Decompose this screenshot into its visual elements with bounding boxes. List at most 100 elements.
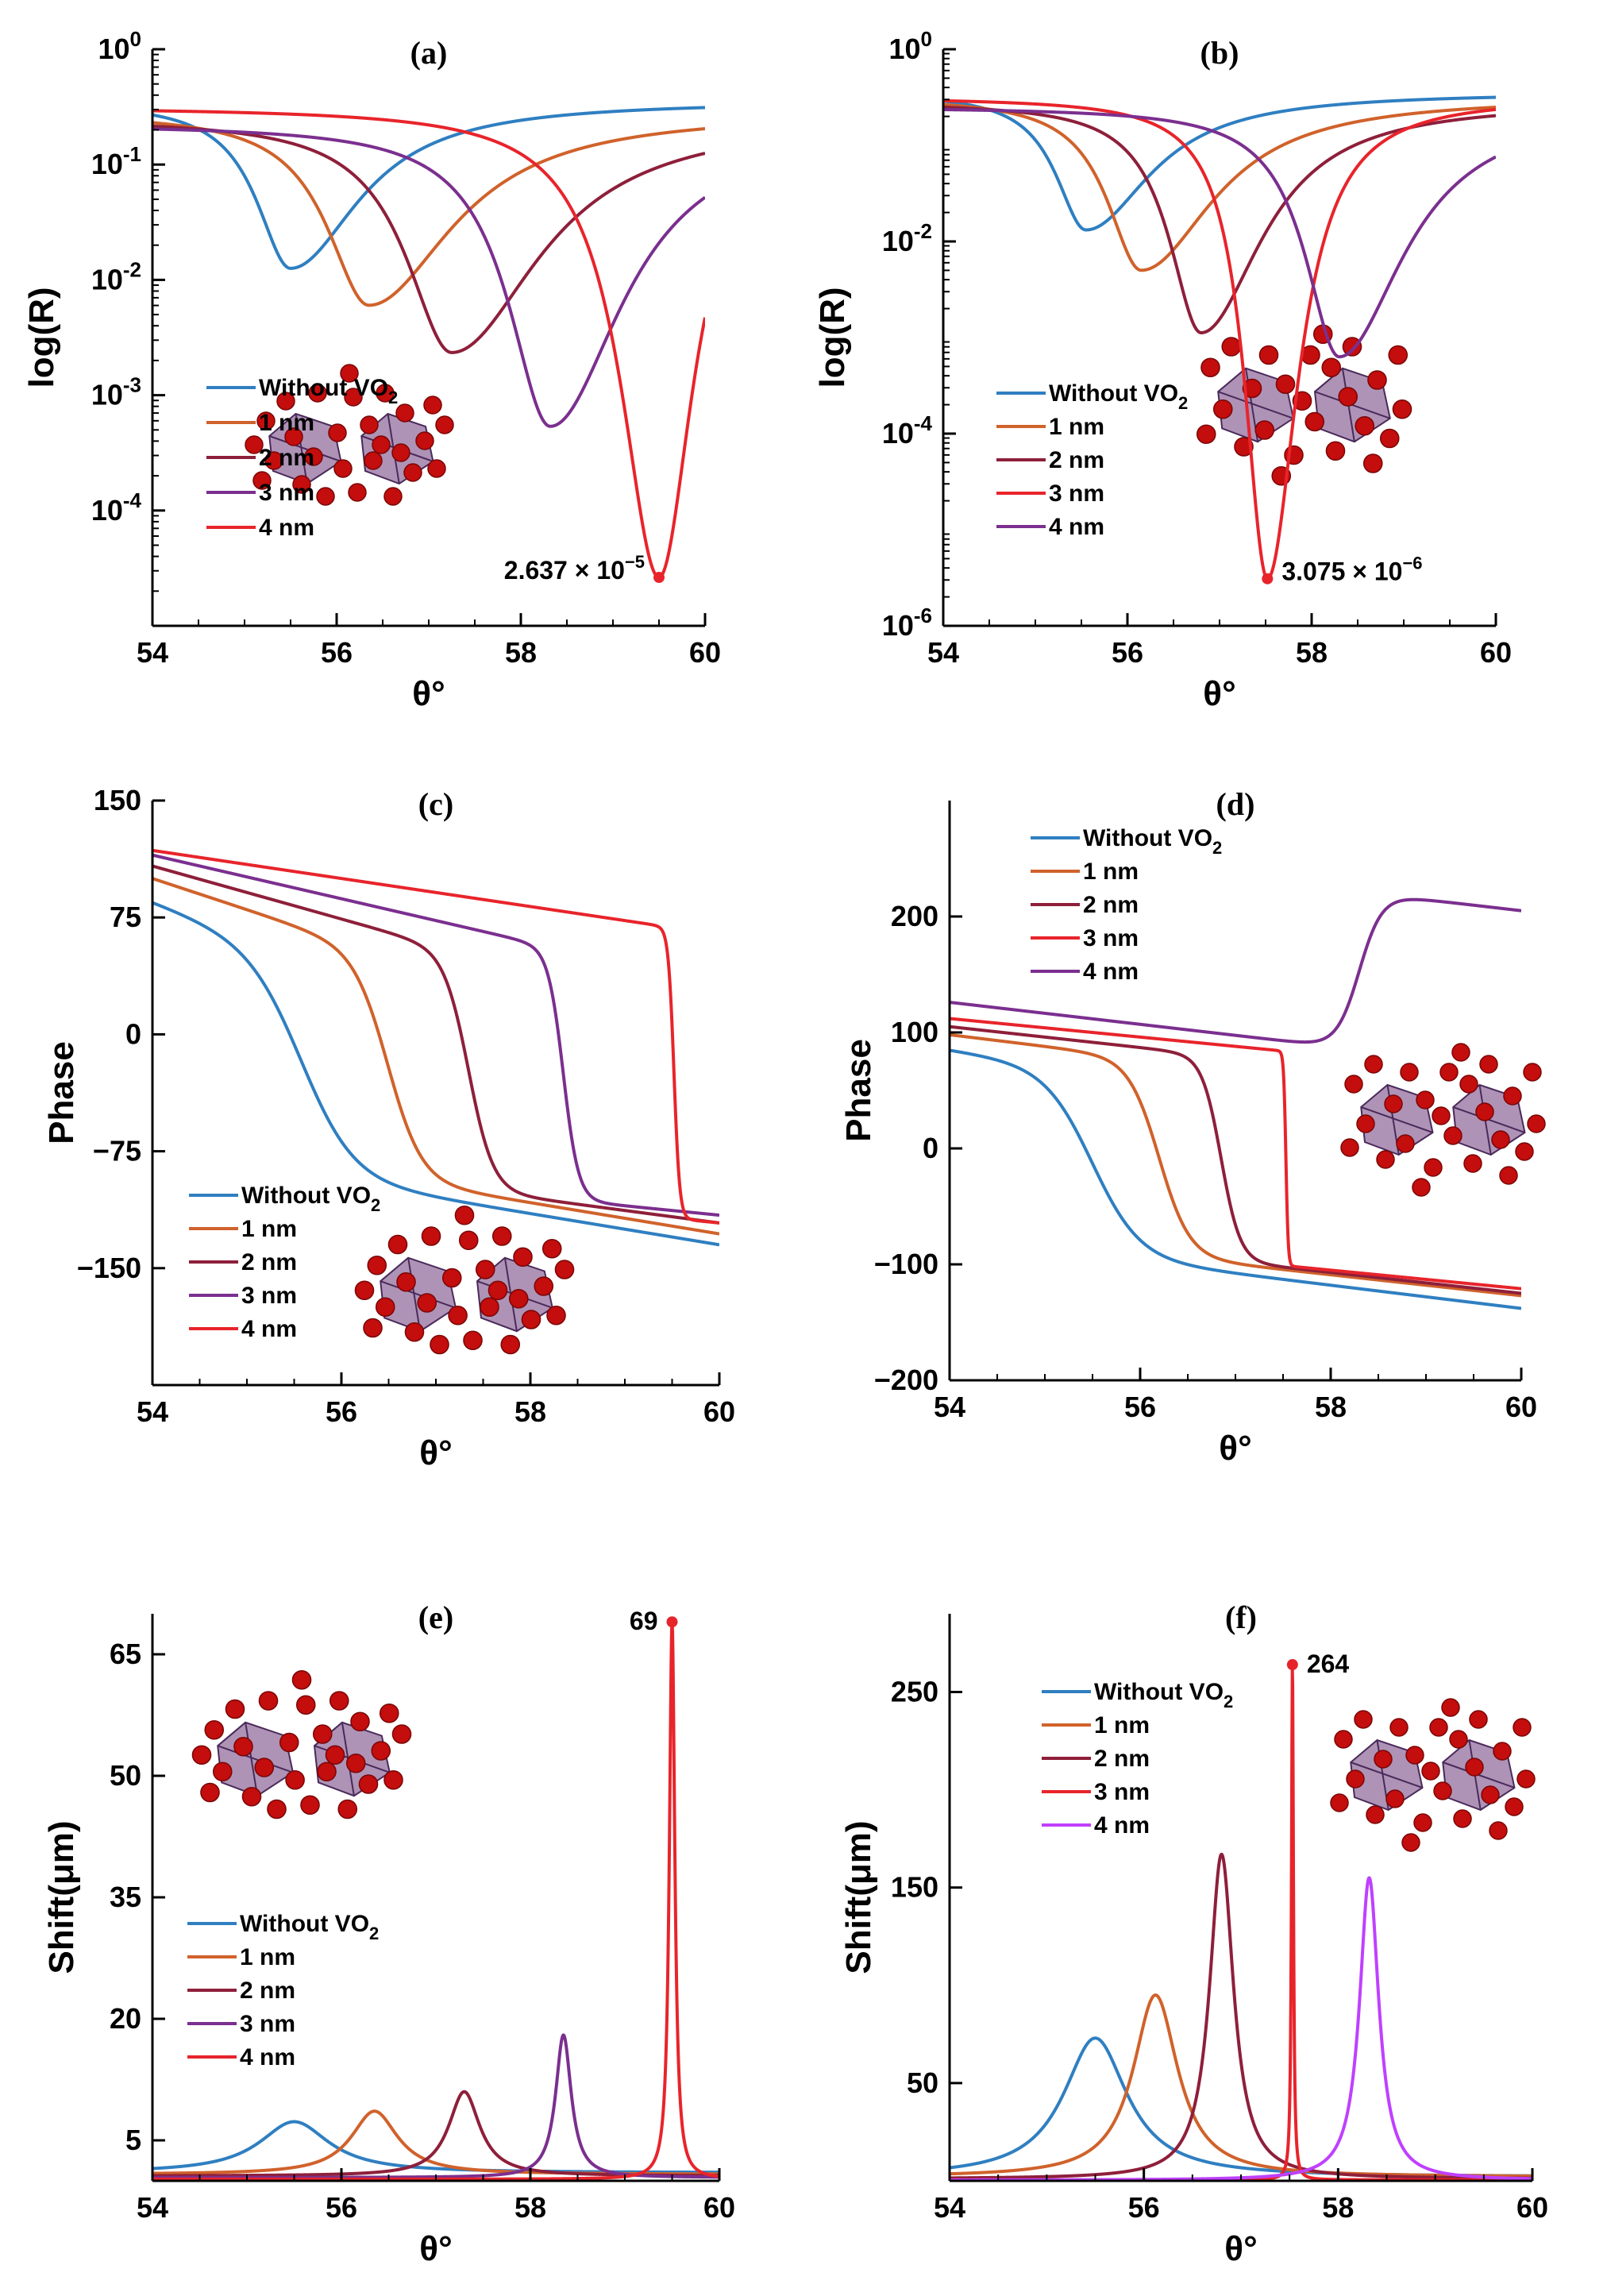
- x-tick-label: 54: [927, 636, 959, 669]
- molecule-atom: [1421, 1762, 1440, 1781]
- y-tick-label: 150: [94, 784, 141, 816]
- molecule-atom: [325, 1745, 345, 1765]
- series-line-without-vo2: [152, 2120, 719, 2174]
- x-tick-label: 58: [1296, 636, 1328, 669]
- panel-a: 54 56 58 60 100 10-1 10-2 10-3 10-4 (a) θ° log(R) Wi…: [22, 27, 721, 713]
- legend-label: 3 nm: [1083, 925, 1139, 951]
- molecule-atom: [1389, 1718, 1409, 1737]
- molecule-atom: [1200, 357, 1220, 378]
- molecule-atom: [415, 431, 434, 450]
- molecule-atom: [1493, 1742, 1512, 1761]
- molecule-atom: [417, 1293, 437, 1313]
- molecule-atom: [1400, 1063, 1419, 1082]
- series-line-1-nm: [950, 1032, 1521, 1298]
- x-axis-label: θ°: [1224, 2229, 1257, 2268]
- series-line-2-nm: [152, 864, 719, 1225]
- molecule-atom: [1376, 1150, 1395, 1169]
- molecule-atom: [475, 1260, 495, 1279]
- molecule-atom: [1354, 1710, 1373, 1729]
- vo2-molecule-image: [354, 1205, 575, 1355]
- molecule-atom: [383, 487, 403, 506]
- molecule-atom: [541, 1238, 562, 1259]
- molecule-atom: [1491, 1130, 1510, 1149]
- molecule-atom: [1449, 1730, 1468, 1749]
- x-tick-label: 54: [934, 2191, 965, 2224]
- legend-label: 1 nm: [241, 1216, 297, 1242]
- molecule-atom: [1212, 399, 1233, 419]
- molecule-atom: [1254, 420, 1275, 440]
- molecule-atom: [1379, 428, 1400, 449]
- y-tick-label: 150: [891, 1871, 938, 1904]
- molecule-atom: [379, 1703, 399, 1723]
- y-tick-label: 250: [891, 1675, 938, 1708]
- molecule-atom: [391, 1724, 412, 1744]
- y-tick-label: 50: [110, 1759, 141, 1792]
- annotation-marker: [1286, 1659, 1298, 1671]
- molecule-atom: [448, 1305, 468, 1326]
- y-tick-label: 10-6: [882, 604, 932, 642]
- y-axis-label: Phase: [42, 1041, 81, 1144]
- molecule-atom: [554, 1260, 575, 1279]
- molecule-atom: [435, 415, 454, 434]
- molecule-atom: [317, 1762, 337, 1782]
- legend-label: 2 nm: [1049, 447, 1104, 473]
- molecule-atom: [383, 1769, 403, 1790]
- x-tick-label: 54: [137, 636, 168, 669]
- molecule-atom: [1384, 1094, 1403, 1113]
- molecule-atom: [430, 1334, 449, 1355]
- panel-c: 54 56 58 60 150 75 0 −75 −150 (c) θ° Phase Without V…: [42, 784, 735, 1472]
- legend-label: 2 nm: [1094, 1746, 1150, 1772]
- molecule-atom: [1304, 411, 1325, 432]
- legend-label: Without VO2: [241, 1183, 380, 1215]
- series-group: [152, 848, 719, 1247]
- y-tick-label: −150: [77, 1252, 141, 1284]
- molecule-atom: [1465, 1758, 1484, 1777]
- molecule-atom: [421, 1226, 441, 1246]
- legend-label: 1 nm: [1094, 1712, 1150, 1738]
- series-line-1-nm: [152, 121, 705, 307]
- y-tick-label: −200: [874, 1364, 938, 1396]
- molecule-atom: [404, 1322, 425, 1342]
- molecule-atom: [1221, 337, 1242, 357]
- molecule-atom: [491, 1226, 512, 1246]
- y-tick-label: 65: [110, 1638, 141, 1670]
- x-tick-label: 60: [689, 636, 721, 669]
- molecule-atom: [1499, 1166, 1518, 1185]
- molecule-atom: [458, 1230, 479, 1251]
- annotation-label: 2.637 × 10−5: [504, 552, 645, 585]
- molecule-atom: [1388, 345, 1409, 365]
- legend-label: 4 nm: [259, 515, 314, 541]
- x-axis-label: θ°: [1219, 1429, 1251, 1468]
- molecule-atom: [1416, 1090, 1435, 1109]
- molecule-atom: [212, 1762, 233, 1782]
- molecule-atom: [1432, 1106, 1451, 1125]
- series-line-3-nm: [152, 127, 705, 428]
- series-line-without-vo2: [152, 901, 719, 1247]
- legend-label: 3 nm: [1049, 480, 1104, 507]
- molecule-atom: [1366, 1805, 1385, 1824]
- molecule-atom: [279, 1732, 299, 1753]
- molecule-atom: [358, 1774, 379, 1794]
- y-tick-label: 200: [891, 900, 938, 932]
- series-line-4-nm: [152, 109, 705, 580]
- y-axis-label: Shift(μm): [839, 1820, 878, 1974]
- legend-label: 1 nm: [1083, 859, 1139, 885]
- series-line-2-nm: [152, 124, 705, 354]
- molecule-atom: [225, 1699, 245, 1719]
- molecule-atom: [1412, 1178, 1431, 1197]
- x-axis-label: θ°: [1203, 674, 1235, 713]
- x-tick-label: 58: [1322, 2191, 1354, 2224]
- legend-label: Without VO2: [1083, 825, 1222, 858]
- panel-b: 54 56 58 60 100 10-2 10-4 10-6 (b) θ° log(R) Withou…: [813, 27, 1512, 713]
- legend-label: 2 nm: [1083, 892, 1139, 918]
- molecule-atom: [340, 364, 359, 383]
- x-tick-label: 60: [1505, 1391, 1537, 1423]
- y-tick-label: 10-4: [91, 488, 142, 527]
- legend-label: 3 nm: [1094, 1779, 1150, 1805]
- y-axis-label: Shift(μm): [42, 1820, 81, 1974]
- molecule-atom: [396, 1271, 416, 1292]
- molecule-atom: [1242, 378, 1262, 399]
